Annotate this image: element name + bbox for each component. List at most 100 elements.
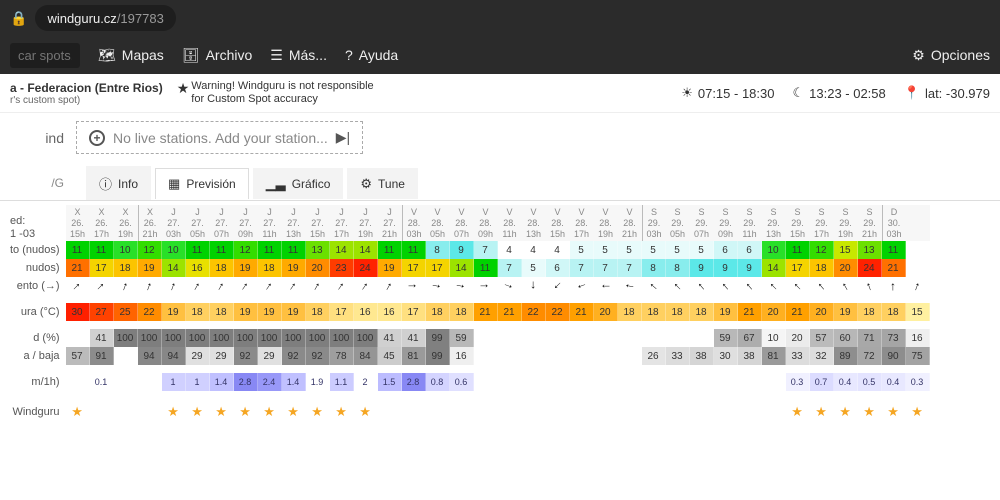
forecast-cell	[66, 329, 90, 347]
pin-icon: 📍	[904, 85, 920, 101]
forecast-cell: ↑	[906, 277, 930, 295]
url-path: /197783	[117, 11, 164, 26]
forecast-cell: 1.5	[378, 373, 402, 391]
forecast-cell	[522, 347, 546, 365]
label-updated: ed:1 -03	[10, 205, 66, 241]
tab-info[interactable]: ⓘInfo	[86, 166, 151, 200]
time-header: V28.21h	[618, 205, 642, 241]
forecast-cell: 18	[666, 303, 690, 321]
nav-mapas[interactable]: 🗺Mapas	[98, 47, 164, 64]
forecast-cell: 73	[882, 329, 906, 347]
forecast-cell: 19	[282, 303, 306, 321]
forecast-cell	[546, 373, 570, 391]
forecast-cell	[522, 373, 546, 391]
time-header: V28.09h	[474, 205, 498, 241]
forecast-cell	[570, 403, 594, 421]
time-header: J27.11h	[258, 205, 282, 241]
forecast-cell: 72	[858, 347, 882, 365]
forecast-cell: 75	[906, 347, 930, 365]
label-gust: nudos)	[10, 259, 66, 277]
forecast-cell	[594, 329, 618, 347]
forecast-cell	[450, 403, 474, 421]
forecast-cell: 15	[906, 303, 930, 321]
forecast-cell: 18	[618, 303, 642, 321]
time-header: X26.17h	[90, 205, 114, 241]
label-rating: Windguru	[10, 403, 66, 421]
forecast-cell: 0.1	[90, 373, 114, 391]
tabs-bar: /G ⓘInfo ▦Previsión ▁▃Gráfico ⚙Tune	[0, 162, 1000, 201]
forecast-cell: 19	[258, 303, 282, 321]
forecast-cell	[474, 347, 498, 365]
forecast-cell: 19	[282, 259, 306, 277]
forecast-cell: 27	[90, 303, 114, 321]
forecast-cell	[714, 373, 738, 391]
forecast-cell	[906, 259, 930, 277]
nav-opciones[interactable]: ⚙Opciones	[912, 47, 990, 64]
time-header: J27.09h	[234, 205, 258, 241]
forecast-cell: 5	[594, 241, 618, 259]
forecast-cell: 18	[186, 303, 210, 321]
forecast-cell: 100	[282, 329, 306, 347]
forecast-cell: ↑	[810, 277, 834, 295]
forecast-grid: X26.15hX26.17hX26.19hX26.21hJ27.03hJ27.0…	[66, 205, 930, 421]
nav-ayuda[interactable]: ?Ayuda	[345, 47, 398, 63]
forecast-cell: ↑	[738, 277, 762, 295]
forecast-cell	[522, 403, 546, 421]
forecast-cell: 17	[426, 259, 450, 277]
forecast-cell: ↑	[882, 277, 906, 295]
forecast-cell: 5	[642, 241, 666, 259]
forecast-cell: 1	[162, 373, 186, 391]
forecast-cell: 6	[546, 259, 570, 277]
search-spots-input[interactable]	[10, 43, 80, 68]
forecast-cell: 19	[234, 303, 258, 321]
location-block: a - Federacion (Entre Rios) r's custom s…	[10, 81, 163, 106]
forecast-cell	[594, 373, 618, 391]
tab-tune[interactable]: ⚙Tune	[347, 168, 418, 199]
forecast-cell: 25	[114, 303, 138, 321]
forecast-cell: 2.4	[258, 373, 282, 391]
forecast-cell: 18	[810, 259, 834, 277]
forecast-cell: 92	[282, 347, 306, 365]
time-header: J27.13h	[282, 205, 306, 241]
forecast-cell: 21	[738, 303, 762, 321]
forecast-cell	[474, 403, 498, 421]
forecast-cell: 78	[330, 347, 354, 365]
label-temp: ura (°C)	[10, 303, 66, 321]
forecast-cell: ★	[786, 403, 810, 421]
forecast-cell: ↑	[402, 277, 426, 295]
forecast-cell: 11	[66, 241, 90, 259]
forecast-cell: ↑	[258, 277, 282, 295]
forecast-cell: 18	[258, 259, 282, 277]
url-bar[interactable]: windguru.cz/197783	[35, 5, 175, 31]
forecast-cell: 16	[354, 303, 378, 321]
forecast-cell	[474, 329, 498, 347]
sun-hours: ☀07:15 - 18:30	[681, 85, 774, 101]
time-header: J27.19h	[354, 205, 378, 241]
time-header: V28.03h	[402, 205, 426, 241]
forecast-cell: 81	[402, 347, 426, 365]
forecast-cell: 5	[522, 259, 546, 277]
tab-grafico[interactable]: ▁▃Gráfico	[253, 168, 344, 199]
forecast-cell: 19	[162, 303, 186, 321]
forecast-cell: ↑	[378, 277, 402, 295]
forecast-cell: 11	[210, 241, 234, 259]
coords: 📍lat: -30.979	[904, 85, 990, 101]
time-header: V28.11h	[498, 205, 522, 241]
time-header: X26.19h	[114, 205, 138, 241]
forecast-cell: 7	[618, 259, 642, 277]
forecast-cell: 5	[690, 241, 714, 259]
tab-prevision[interactable]: ▦Previsión	[155, 168, 249, 199]
forecast-cell	[498, 373, 522, 391]
add-station-button[interactable]: + No live stations. Add your station... …	[76, 121, 363, 154]
forecast-cell	[138, 373, 162, 391]
time-header: J27.15h	[306, 205, 330, 241]
forecast-cell: 41	[402, 329, 426, 347]
forecast-cell: 22	[522, 303, 546, 321]
nav-mas[interactable]: ☰Más...	[270, 47, 327, 64]
nav-archivo[interactable]: 🗄Archivo	[182, 47, 252, 64]
map-icon: 🗺	[98, 47, 116, 64]
forecast-cell: 1	[186, 373, 210, 391]
forecast-cell	[498, 403, 522, 421]
forecast-cell: 21	[786, 303, 810, 321]
forecast-cell: 18	[210, 259, 234, 277]
